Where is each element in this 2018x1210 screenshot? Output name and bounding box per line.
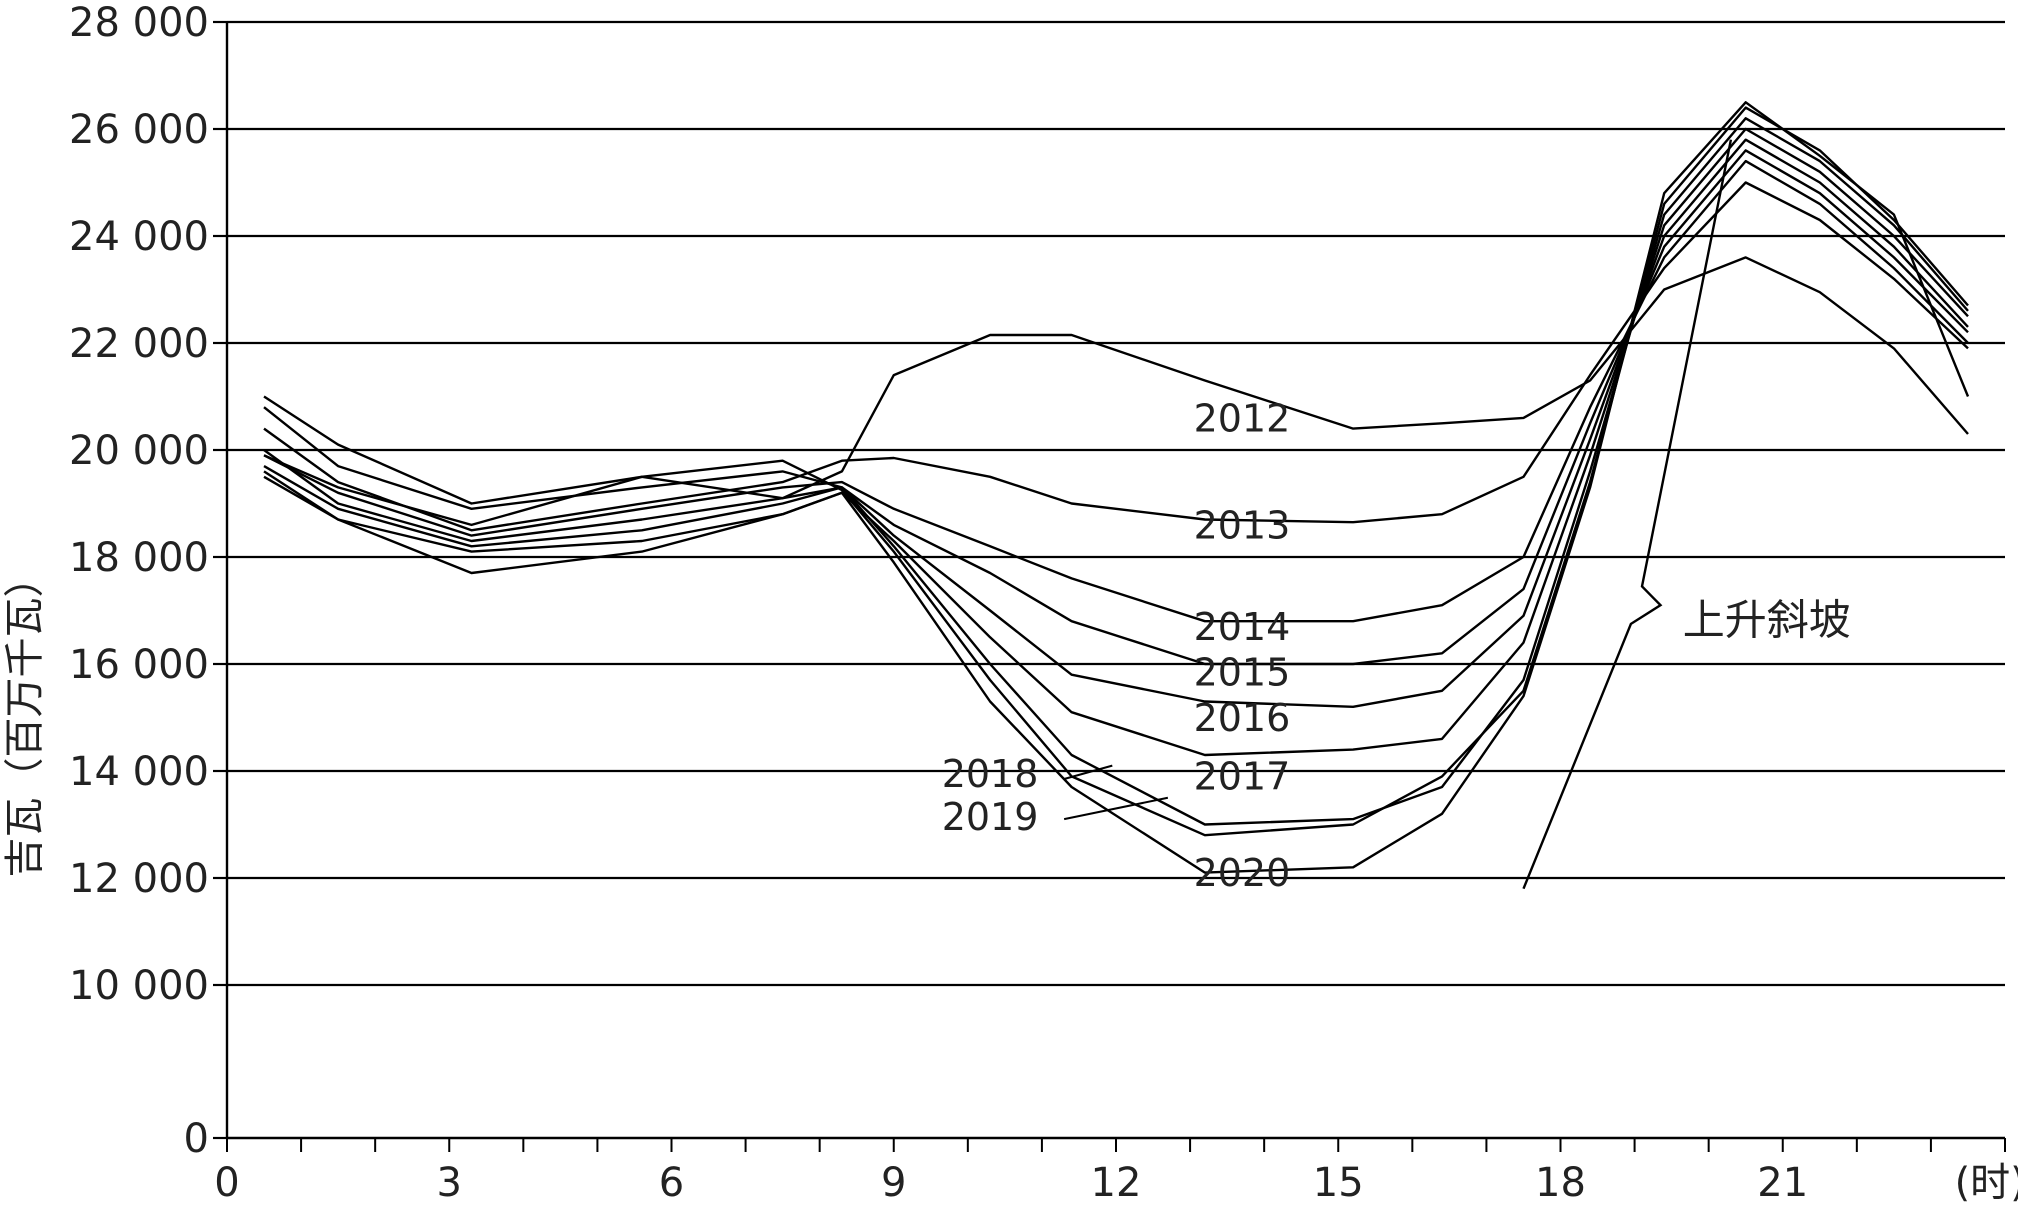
series-label-2018: 2018: [942, 752, 1039, 796]
x-tick-label-4: 12: [1091, 1160, 1142, 1206]
series-line-2020: [263, 101, 1970, 874]
label-leader-line-1: [1063, 796, 1169, 821]
y-tick-label-10: 28 000: [69, 0, 209, 46]
series-line-2019: [263, 106, 1969, 837]
series-lines: [263, 101, 1970, 874]
y-tick-label-1: 10 000: [69, 963, 209, 1009]
annotation-ramp-label: 上升斜坡: [1683, 596, 1851, 645]
x-tick-label-0: 0: [214, 1160, 239, 1206]
series-label-2020: 2020: [1194, 851, 1291, 895]
series-line-2013: [263, 181, 1969, 532]
axes: 0 10 000 12 000 14 000 16 000 18 000 20 000 22 …: [69, 0, 2006, 1206]
series-line-2014: [263, 159, 1969, 623]
y-tick-label-4: 16 000: [69, 642, 209, 688]
series-label-2016: 2016: [1194, 696, 1291, 740]
y-tick-label-8: 24 000: [69, 214, 209, 260]
series-line-2012: [263, 256, 1969, 527]
annotation-leader-line: [1522, 139, 1733, 890]
y-tick-label-6: 20 000: [69, 428, 209, 474]
series-label-2019: 2019: [942, 795, 1039, 839]
series-label-2015: 2015: [1194, 650, 1291, 694]
series-label-2017: 2017: [1194, 755, 1291, 799]
x-tick-label-1: 3: [437, 1160, 462, 1206]
y-tick-label-5: 18 000: [69, 535, 209, 581]
label-leader-line-0: [1063, 764, 1113, 780]
series-line-2015: [263, 149, 1969, 666]
series-line-2016: [263, 138, 1969, 708]
x-tick-label-3: 9: [881, 1160, 906, 1206]
x-tick-label-7: 21: [1757, 1160, 1808, 1206]
series-label-2013: 2013: [1194, 503, 1291, 547]
series-label-2014: 2014: [1194, 605, 1291, 649]
y-tick-label-2: 12 000: [69, 856, 209, 902]
x-axis-unit-label: (时): [1955, 1160, 2018, 1206]
y-tick-label-0: 0: [184, 1116, 209, 1162]
y-tick-label-9: 26 000: [69, 107, 209, 153]
x-tick-label-2: 6: [659, 1160, 684, 1206]
gridlines: [227, 20, 2005, 987]
series-line-2018: [263, 117, 1969, 826]
y-tick-label-3: 14 000: [69, 749, 209, 795]
y-tick-label-7: 22 000: [69, 321, 209, 367]
x-tick-label-5: 15: [1313, 1160, 1364, 1206]
x-tick-label-6: 18: [1535, 1160, 1586, 1206]
annotations: 上升斜坡: [1522, 139, 1851, 890]
y-axis-label: 吉瓦（百万千瓦）: [2, 558, 48, 878]
series-line-2017: [263, 127, 1969, 757]
series-label-2012: 2012: [1194, 396, 1291, 440]
